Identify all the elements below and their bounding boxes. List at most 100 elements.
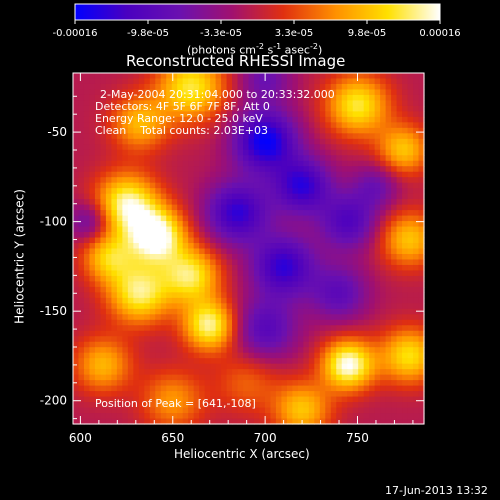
heatmap-cell — [248, 193, 255, 200]
heatmap-cell — [341, 341, 348, 348]
heatmap-cell — [144, 396, 151, 403]
heatmap-cell — [182, 314, 189, 321]
heatmap-cell — [314, 363, 321, 370]
heatmap-cell — [122, 149, 129, 156]
heatmap-cell — [144, 226, 151, 233]
heatmap-cell — [116, 259, 123, 266]
heatmap-cell — [286, 358, 293, 365]
heatmap-cell — [352, 149, 359, 156]
heatmap-cell — [204, 177, 211, 184]
heatmap-cell — [122, 391, 129, 398]
heatmap-cell — [122, 253, 129, 261]
heatmap-cell — [78, 177, 85, 184]
heatmap-cell — [248, 160, 255, 167]
heatmap-cell — [105, 116, 112, 123]
heatmap-cell — [155, 116, 162, 123]
heatmap-cell — [144, 369, 151, 376]
heatmap-cell — [138, 308, 145, 315]
heatmap-cell — [253, 188, 261, 195]
heatmap-cell — [116, 330, 123, 337]
heatmap-cell — [330, 243, 337, 250]
heatmap-cell — [83, 138, 91, 145]
heatmap-cell — [138, 160, 145, 167]
heatmap-cell — [325, 215, 332, 222]
heatmap-cell — [341, 149, 348, 156]
heatmap-cell — [325, 83, 332, 91]
heatmap-cell — [407, 303, 414, 310]
heatmap-cell — [385, 160, 392, 167]
heatmap-cell — [105, 193, 112, 200]
heatmap-cell — [89, 281, 96, 288]
heatmap-cell — [341, 358, 348, 365]
heatmap-cell — [330, 116, 337, 123]
heatmap-cell — [319, 226, 326, 233]
heatmap-cell — [330, 160, 337, 167]
heatmap-cell — [286, 193, 293, 200]
heatmap-cell — [210, 330, 217, 337]
heatmap-cell — [138, 358, 145, 365]
heatmap-cell — [127, 155, 134, 162]
heatmap-cell — [171, 138, 178, 145]
heatmap-cell — [352, 253, 359, 261]
heatmap-cell — [281, 111, 288, 118]
heatmap-cell — [319, 100, 326, 107]
heatmap-cell — [149, 127, 156, 134]
heatmap-cell — [133, 89, 140, 96]
heatmap-cell — [78, 314, 85, 321]
heatmap-cell — [155, 210, 162, 217]
heatmap-cell — [83, 155, 91, 162]
heatmap-cell — [253, 221, 261, 228]
heatmap-cell — [100, 237, 107, 244]
heatmap-cell — [281, 259, 288, 266]
heatmap-cell — [341, 171, 348, 178]
heatmap-cell — [193, 166, 200, 173]
heatmap-cell — [303, 89, 310, 96]
heatmap-cell — [264, 188, 272, 195]
heatmap-cell — [391, 171, 398, 178]
heatmap-cell — [160, 78, 167, 85]
heatmap-cell — [407, 363, 414, 370]
heatmap-cell — [402, 78, 409, 85]
heatmap-cell — [391, 264, 398, 272]
heatmap-cell — [177, 133, 184, 140]
heatmap-cell — [391, 188, 398, 195]
heatmap-cell — [325, 330, 332, 337]
heatmap-cell — [413, 127, 420, 134]
heatmap-cell — [171, 319, 178, 326]
heatmap-cell — [336, 325, 343, 332]
heatmap-cell — [78, 341, 85, 348]
heatmap-cell — [73, 160, 80, 167]
heatmap-cell — [369, 89, 376, 96]
heatmap-cell — [358, 319, 365, 326]
heatmap-cell — [369, 281, 376, 288]
heatmap-cell — [237, 396, 244, 403]
heatmap-cell — [133, 221, 140, 228]
heatmap-cell — [385, 253, 392, 261]
heatmap-cell — [193, 418, 200, 425]
heatmap-cell — [358, 221, 365, 228]
heatmap-cell — [122, 215, 129, 222]
heatmap-cell — [73, 358, 80, 365]
heatmap-cell — [215, 73, 222, 80]
heatmap-cell — [264, 215, 272, 222]
heatmap-cell — [144, 177, 151, 184]
heatmap-cell — [204, 330, 211, 337]
heatmap-cell — [83, 314, 91, 321]
heatmap-cell — [237, 303, 244, 310]
heatmap-cell — [144, 83, 151, 91]
heatmap-cell — [297, 182, 304, 189]
heatmap-cell — [83, 369, 91, 376]
heatmap-cell — [413, 243, 420, 250]
heatmap-cell — [418, 402, 425, 409]
heatmap-cell — [83, 100, 91, 107]
heatmap-cell — [270, 160, 277, 167]
heatmap-cell — [259, 89, 266, 96]
heatmap-cell — [221, 149, 228, 156]
heatmap-cell — [89, 264, 96, 272]
heatmap-cell — [210, 188, 217, 195]
heatmap-cell — [303, 122, 310, 129]
heatmap-cell — [199, 133, 206, 140]
heatmap-cell — [363, 193, 370, 200]
heatmap-cell — [116, 243, 123, 250]
heatmap-cell — [369, 105, 376, 112]
